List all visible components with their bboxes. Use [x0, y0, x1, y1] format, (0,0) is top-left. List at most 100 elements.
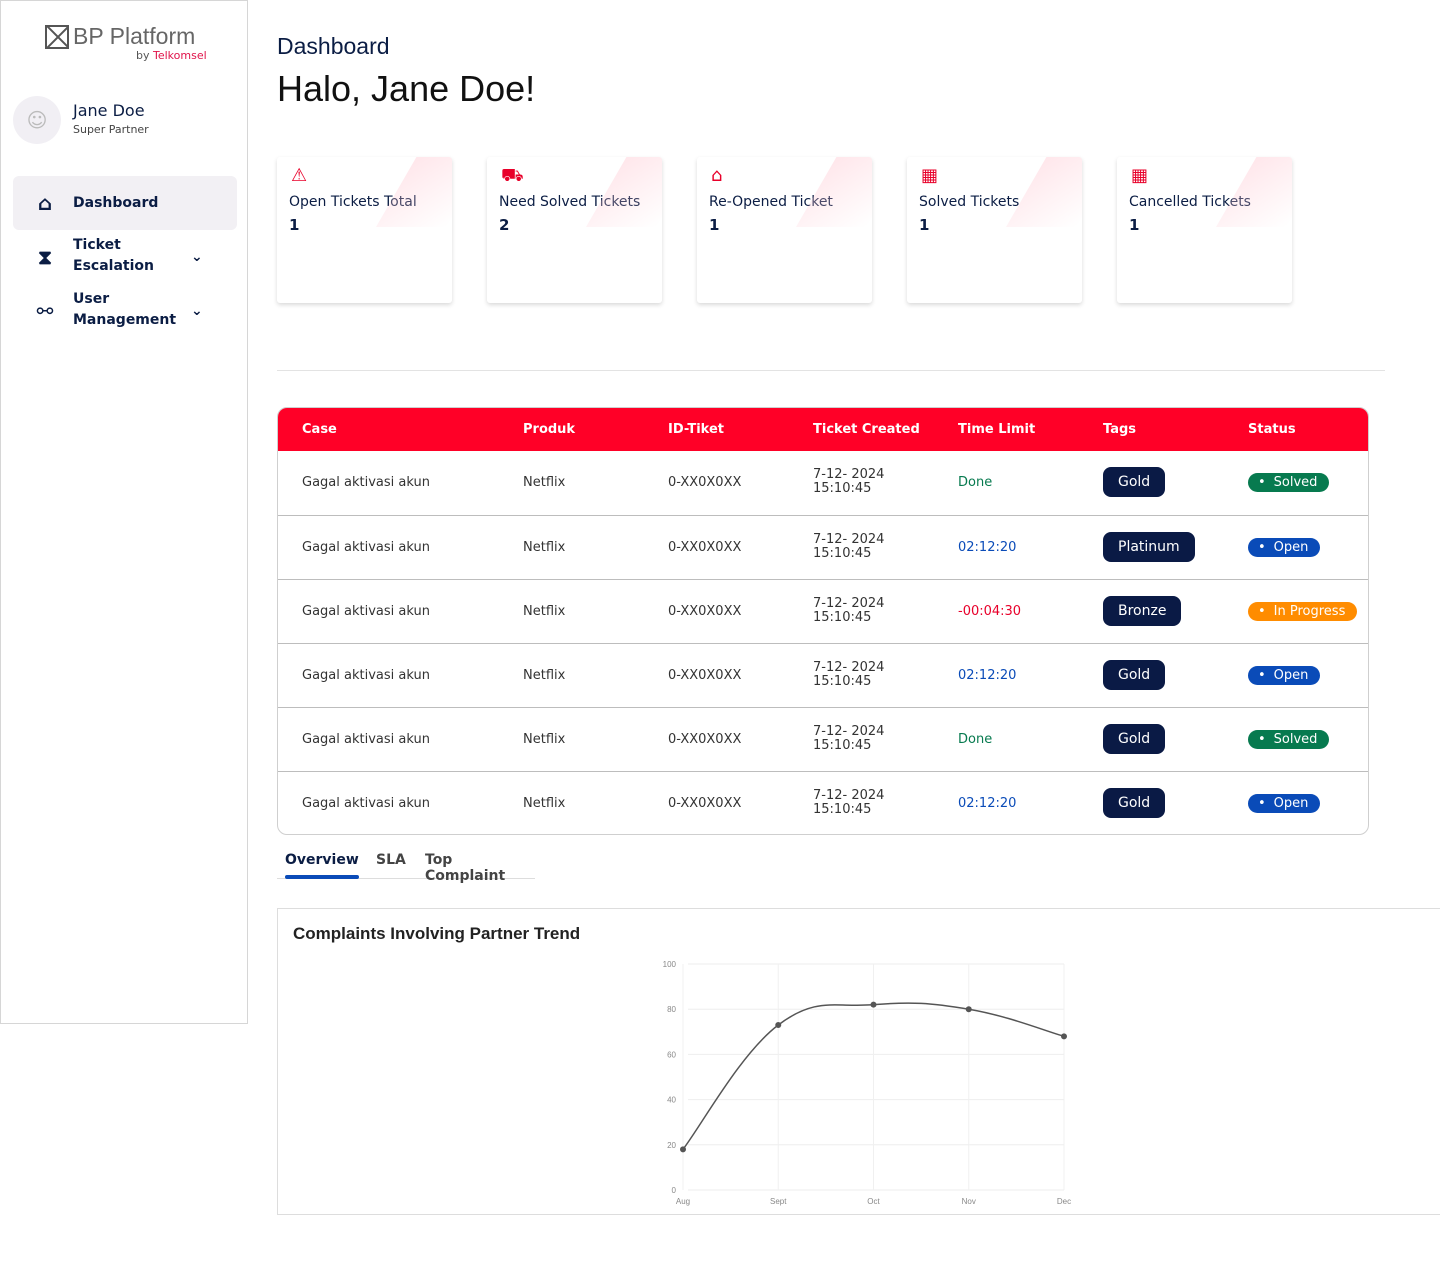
time-limit-cell: 02:12:20	[958, 668, 1017, 683]
tier-tag: Gold	[1103, 660, 1166, 690]
card-label: Solved Tickets	[919, 194, 1020, 210]
chevron-down-icon[interactable]: ⌄	[191, 303, 203, 319]
product-cell: Netflix	[523, 732, 566, 747]
avatar[interactable]: ☺	[13, 96, 61, 144]
tab-sla[interactable]: SLA	[376, 852, 406, 868]
sidebar: BP Platform by Telkomsel ☺ Jane Doe Supe…	[0, 0, 248, 1024]
card-label: Open Tickets Total	[289, 194, 417, 210]
stat-card-reopened[interactable]: ⌂ Re-Opened Ticket 1	[697, 157, 872, 303]
y-tick-label: 80	[667, 1005, 676, 1014]
card-value: 1	[919, 216, 930, 234]
ticket-id-cell: 0-XX0X0XX	[668, 540, 742, 555]
card-label: Re-Opened Ticket	[709, 194, 833, 210]
ticket-id-cell: 0-XX0X0XX	[668, 796, 742, 811]
greeting: Halo, Jane Doe!	[277, 68, 536, 109]
table-row[interactable]: Gagal aktivasi akun Netflix 0-XX0X0XX 7-12-…	[278, 771, 1368, 834]
card-label: Need Solved Tickets	[499, 194, 641, 210]
product-cell: Netflix	[523, 540, 566, 555]
tab-top-complaint[interactable]: Top Complaint	[425, 852, 506, 884]
brand-logo[interactable]: BP Platform	[45, 23, 195, 50]
column-header-tags[interactable]: Tags	[1103, 422, 1137, 437]
column-header-time-limit[interactable]: Time Limit	[958, 422, 1036, 437]
column-header-produk[interactable]: Produk	[523, 422, 576, 437]
tier-tag: Bronze	[1103, 596, 1182, 626]
chart-card	[277, 908, 1440, 1215]
byline-prefix: by	[136, 49, 153, 62]
table-row[interactable]: Gagal aktivasi akun Netflix 0-XX0X0XX 7-12-…	[278, 707, 1368, 771]
tier-tag: Gold	[1103, 788, 1166, 818]
data-point	[870, 1001, 877, 1008]
column-header-status[interactable]: Status	[1248, 422, 1296, 437]
home-icon: ⌂	[37, 191, 53, 215]
created-date: 7-12- 2024	[813, 788, 885, 803]
user-role: Super Partner	[73, 123, 149, 136]
card-value: 1	[709, 216, 720, 234]
ticket-id-cell: 0-XX0X0XX	[668, 604, 742, 619]
product-cell: Netflix	[523, 475, 566, 490]
card-value: 2	[499, 216, 510, 234]
table-row[interactable]: Gagal aktivasi akun Netflix 0-XX0X0XX 7-12-…	[278, 515, 1368, 579]
calendar-icon: ▦	[921, 165, 939, 186]
created-cell: 7-12- 2024 15:10:45	[813, 468, 884, 496]
column-header-case[interactable]: Case	[302, 422, 337, 437]
y-tick-label: 20	[667, 1141, 676, 1150]
product-cell: Netflix	[523, 604, 566, 619]
status-badge: In Progress	[1248, 602, 1358, 621]
product-cell: Netflix	[523, 668, 566, 683]
sidebar-item-user-management[interactable]: ⚯ User Management ⌄	[13, 289, 237, 333]
status-badge: Solved	[1248, 473, 1330, 492]
created-time: 15:10:45	[813, 610, 872, 625]
column-header-ticket-created[interactable]: Ticket Created	[813, 422, 920, 437]
tier-tag: Gold	[1103, 467, 1166, 497]
card-label: Cancelled Tickets	[1129, 194, 1251, 210]
calendar-icon: ▦	[1131, 165, 1149, 186]
data-point	[680, 1146, 686, 1153]
status-badge: Open	[1248, 666, 1321, 685]
tab-overview[interactable]: Overview	[285, 852, 359, 879]
stat-card-open[interactable]: ⚠ Open Tickets Total 1	[277, 157, 452, 303]
sidebar-item-ticket-escalation[interactable]: ⧗ Ticket Escalation ⌄	[13, 235, 237, 279]
created-date: 7-12- 2024	[813, 724, 885, 739]
case-cell: Gagal aktivasi akun	[302, 540, 430, 555]
stat-card-cancelled[interactable]: ▦ Cancelled Tickets 1	[1117, 157, 1292, 303]
table-header: Case Produk ID-Tiket Ticket Created Time Lim…	[278, 408, 1368, 451]
created-time: 15:10:45	[813, 738, 872, 753]
brand-byline: by Telkomsel	[136, 49, 207, 62]
series-line	[682, 1002, 1065, 1150]
alert-message-icon: ⚠	[291, 165, 308, 186]
tags-icon: ⧗	[37, 245, 53, 269]
created-date: 7-12- 2024	[813, 596, 885, 611]
user-icon: ☺	[26, 108, 48, 132]
time-limit-cell: -00:04:30	[958, 604, 1022, 619]
data-point	[965, 1006, 972, 1013]
y-tick-label: 100	[663, 960, 677, 969]
brand-company: Telkomsel	[153, 49, 207, 62]
sidebar-item-dashboard[interactable]: ⌂ Dashboard	[13, 176, 237, 230]
column-header-id-tiket[interactable]: ID-Tiket	[668, 422, 725, 437]
created-time: 15:10:45	[813, 546, 872, 561]
sidebar-item-label: Ticket Escalation	[73, 237, 154, 274]
table-row[interactable]: Gagal aktivasi akun Netflix 0-XX0X0XX 7-12-…	[278, 451, 1368, 515]
ticket-id-cell: 0-XX0X0XX	[668, 732, 742, 747]
x-tick-label: Dec	[1057, 1197, 1071, 1206]
chevron-down-icon[interactable]: ⌄	[191, 249, 203, 265]
tab-bar: Overview SLA Top Complaint	[277, 848, 535, 884]
fast-truck-icon: ⛟	[501, 165, 524, 186]
case-cell: Gagal aktivasi akun	[302, 604, 430, 619]
stat-card-solved[interactable]: ▦ Solved Tickets 1	[907, 157, 1082, 303]
created-date: 7-12- 2024	[813, 467, 885, 482]
created-cell: 7-12- 2024 15:10:45	[813, 789, 884, 817]
tier-tag: Gold	[1103, 724, 1166, 754]
status-badge: Open	[1248, 794, 1321, 813]
tickets-table: Case Produk ID-Tiket Ticket Created Time Lim…	[277, 407, 1369, 835]
logo-mark-icon	[45, 24, 69, 49]
sidebar-item-label: Dashboard	[73, 194, 159, 211]
created-cell: 7-12- 2024 15:10:45	[813, 597, 884, 625]
trend-line-chart: 0 20 40 60 80 100 Aug Sept Oct Nov Dec	[663, 960, 1071, 1206]
user-name: Jane Doe	[73, 101, 145, 120]
page-title: Dashboard	[277, 33, 390, 59]
table-row[interactable]: Gagal aktivasi akun Netflix 0-XX0X0XX 7-12-…	[278, 643, 1368, 707]
stat-card-need-solved[interactable]: ⛟ Need Solved Tickets 2	[487, 157, 662, 303]
case-cell: Gagal aktivasi akun	[302, 668, 430, 683]
table-row[interactable]: Gagal aktivasi akun Netflix 0-XX0X0XX 7-12-…	[278, 579, 1368, 643]
